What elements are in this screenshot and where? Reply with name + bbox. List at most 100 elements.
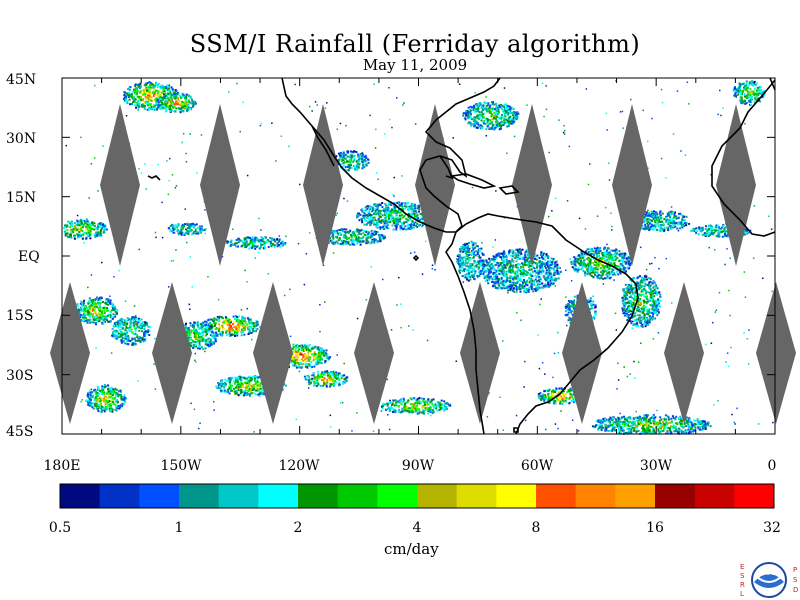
rain-pixel (163, 95, 166, 98)
rain-pixel (367, 233, 369, 236)
rain-pixel (73, 237, 76, 240)
rain-pixel (505, 105, 508, 108)
rain-pixel (326, 371, 329, 374)
rain-pixel (511, 114, 514, 117)
rain-pixel (362, 236, 365, 239)
rain-pixel (485, 107, 488, 110)
rain-pixel (315, 361, 318, 364)
rain-pixel (490, 115, 493, 118)
rain-pixel (509, 107, 512, 110)
rain-pixel (196, 226, 199, 229)
rain-pixel (92, 298, 95, 301)
rain-pixel (573, 268, 576, 271)
rain-pixel (329, 384, 332, 387)
rain-pixel (293, 360, 295, 363)
rain-pixel (540, 286, 543, 289)
rain-pixel (338, 383, 341, 386)
rain-pixel (162, 91, 164, 94)
rain-pixel (389, 210, 392, 213)
rain-pixel (424, 409, 427, 412)
rain-pixel (387, 204, 390, 207)
rain-pixel (115, 400, 118, 403)
rain-pixel (78, 233, 81, 236)
rain-pixel (159, 97, 162, 100)
rain-pixel (557, 271, 560, 274)
rain-pixel (484, 279, 487, 282)
rain-pixel (196, 231, 199, 234)
rain-pixel (95, 318, 98, 321)
rain-pixel (252, 383, 255, 386)
rain-pixel (333, 372, 336, 375)
rain-pixel (89, 391, 92, 394)
rain-pixel (303, 353, 306, 355)
rain-pixel (495, 124, 498, 127)
rain-pixel (493, 284, 496, 287)
rain-pixel (226, 329, 229, 332)
rain-pixel (273, 244, 276, 247)
rain-pixel (401, 213, 404, 216)
rain-pixel (255, 323, 258, 326)
rain-pixel (176, 229, 179, 231)
rain-pixel (608, 262, 610, 265)
rain-pixel (79, 218, 82, 221)
rain-pixel (89, 227, 92, 230)
rain-pixel (254, 247, 257, 250)
rain-pixel (126, 102, 129, 105)
rain-pixel (515, 118, 518, 121)
rain-pixel (301, 346, 304, 349)
rain-pixel (250, 388, 252, 391)
rain-pixel (508, 122, 511, 125)
rain-pixel (540, 263, 543, 265)
rain-pixel (598, 263, 601, 266)
rain-pixel (91, 302, 94, 305)
rain-pixel (135, 90, 138, 93)
rain-pixel (230, 388, 233, 391)
rain-pixel (541, 256, 543, 259)
rain-pixel (385, 215, 388, 218)
rain-pixel (192, 103, 195, 106)
rain-pixel (265, 240, 268, 243)
rain-pixel (393, 204, 395, 207)
rain-pixel (64, 234, 67, 237)
rain-pixel (422, 397, 425, 400)
rain-pixel (100, 318, 103, 321)
rain-pixel (443, 400, 446, 403)
rain-pixel (240, 390, 243, 393)
rain-pixel (155, 83, 158, 86)
rain-pixel (195, 223, 198, 226)
rain-pixel (501, 280, 504, 283)
rain-pixel (257, 376, 260, 379)
rain-pixel (114, 403, 117, 406)
rain-pixel (291, 357, 294, 360)
rain-pixel (532, 290, 535, 293)
rain-pixel (148, 92, 151, 95)
rain-pixel (503, 266, 506, 269)
rain-pixel (391, 215, 394, 218)
rain-pixel (503, 283, 506, 286)
rain-pixel (235, 315, 237, 318)
rain-pixel (506, 112, 509, 115)
rain-pixel (403, 398, 406, 401)
rain-pixel (550, 278, 553, 281)
rain-pixel (590, 249, 593, 252)
rain-pixel (120, 390, 122, 393)
rain-pixel (239, 386, 242, 388)
rain-pixel (594, 268, 597, 271)
rain-pixel (304, 347, 307, 350)
rain-pixel (80, 314, 83, 316)
rain-pixel (497, 283, 500, 286)
rain-pixel (498, 252, 501, 255)
rain-pixel (111, 409, 114, 412)
rain-pixel (373, 238, 376, 241)
rain-pixel (95, 313, 98, 316)
rain-pixel (148, 108, 151, 110)
rain-pixel (97, 307, 100, 309)
rain-pixel (353, 230, 356, 233)
rain-pixel (525, 291, 528, 294)
rain-pixel (199, 227, 202, 230)
rain-pixel (509, 288, 512, 290)
rain-pixel (93, 399, 96, 402)
rain-pixel (168, 104, 171, 107)
rain-pixel (247, 237, 250, 240)
rain-pixel (262, 247, 265, 250)
